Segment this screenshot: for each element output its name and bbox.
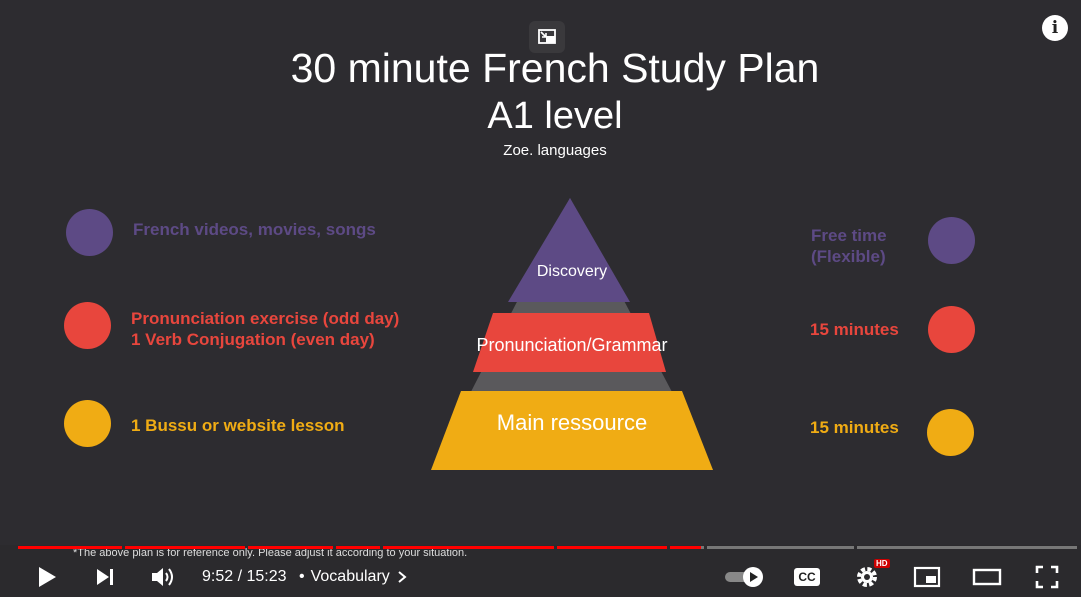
purple-dot-left	[66, 209, 113, 256]
yellow-dot-left	[64, 400, 111, 447]
play-icon	[39, 567, 56, 587]
chapter-bullet: •	[299, 568, 305, 585]
row-1-label: French videos, movies, songs	[133, 220, 376, 239]
purple-dot-right	[928, 217, 975, 264]
autoplay-toggle[interactable]	[722, 560, 768, 594]
next-icon	[97, 569, 113, 585]
progress-played-current	[670, 546, 701, 549]
play-button[interactable]	[30, 560, 64, 594]
chevron-right-icon	[398, 571, 407, 583]
progress-bar[interactable]	[18, 546, 1077, 549]
subtitles-button[interactable]: CC	[790, 560, 824, 594]
row-1-time: Free time (Flexible)	[811, 226, 887, 266]
pip-exit-icon	[538, 29, 556, 44]
fullscreen-button[interactable]	[1030, 560, 1064, 594]
yellow-dot-right	[927, 409, 974, 456]
pyramid-diagram	[431, 198, 713, 470]
hd-badge: HD	[874, 559, 890, 568]
pyramid-top-layer	[508, 198, 630, 302]
info-button[interactable]: i	[1042, 15, 1068, 41]
pyramid-bottom-label: Main ressource	[496, 410, 648, 435]
pyramid-top-label: Discovery	[536, 263, 608, 280]
time-display: 9:52 / 15:23	[202, 568, 287, 585]
next-button[interactable]	[88, 560, 122, 594]
fullscreen-icon	[1035, 565, 1059, 589]
row-2-label: Pronunciation exercise (odd day) 1 Verb …	[131, 309, 400, 349]
video-frame[interactable]: 30 minute French Study Plan A1 level Zoe…	[0, 0, 1081, 545]
theater-mode-button[interactable]	[970, 560, 1004, 594]
slide-footnote: *The above plan is for reference only. P…	[73, 547, 468, 559]
miniplayer-icon	[913, 566, 941, 588]
row-3-time: 15 minutes	[810, 418, 899, 437]
row-2-time: 15 minutes	[810, 320, 899, 339]
autoplay-icon	[725, 567, 763, 587]
settings-button[interactable]	[850, 560, 884, 594]
slide-author: Zoe. languages	[503, 142, 607, 159]
theater-icon	[972, 568, 1002, 586]
current-time: 9:52	[202, 568, 234, 585]
gear-icon	[857, 567, 877, 587]
pyramid-middle-label: Pronunciation/Grammar	[476, 335, 668, 355]
pyramid-bottom-layer	[431, 391, 713, 470]
row-3-label: 1 Bussu or website lesson	[131, 416, 345, 435]
volume-icon	[152, 568, 173, 586]
exit-pip-button[interactable]	[529, 21, 565, 53]
chapter-title: Vocabulary	[310, 568, 390, 585]
total-time: 15:23	[246, 568, 287, 585]
chapter-button[interactable]: • Vocabulary	[299, 568, 408, 586]
volume-button[interactable]	[146, 560, 180, 594]
slide-level: A1 level	[487, 95, 623, 137]
pyramid-middle-layer	[473, 313, 666, 372]
player-controls: 9:52 / 15:23 • Vocabulary CC HD	[0, 556, 1081, 597]
red-dot-left	[64, 302, 111, 349]
red-dot-right	[928, 306, 975, 353]
miniplayer-button[interactable]	[910, 560, 944, 594]
cc-icon: CC	[794, 568, 820, 586]
